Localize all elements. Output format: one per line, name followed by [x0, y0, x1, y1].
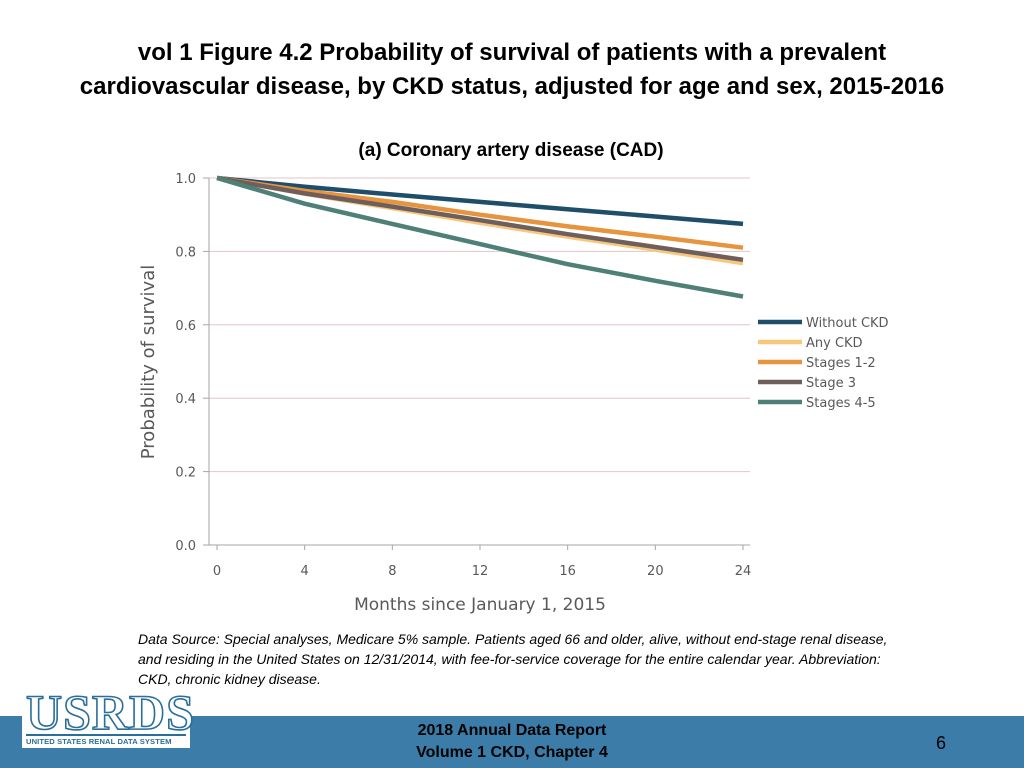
- page-number: 6: [936, 733, 947, 753]
- survival-chart: (a) Coronary artery disease (CAD) 0.0 0.2…: [138, 140, 889, 615]
- y-tick-label: 0.6: [175, 319, 196, 334]
- slide-title-line-1: vol 1 Figure 4.2 Probability of survival…: [137, 39, 887, 66]
- x-tick-label: 0: [213, 564, 221, 579]
- footer-report-title: 2018 Annual Data Report: [417, 722, 607, 739]
- footer-text: 2018 Annual Data Report Volume 1 CKD, Ch…: [0, 720, 1024, 764]
- series-line-4: [216, 175, 744, 299]
- y-tick-label: 1.0: [175, 172, 196, 187]
- x-tick-label: 20: [647, 564, 664, 579]
- y-tick-labels: 0.0 0.2 0.4 0.6 0.8 1.0: [175, 172, 196, 554]
- data-source-footnote: Data Source: Special analyses, Medicare …: [138, 631, 888, 687]
- legend-label: Stage 3: [806, 376, 856, 391]
- x-tick-label: 8: [388, 564, 396, 579]
- x-tick-label: 12: [472, 564, 489, 579]
- logo-wordmark: USRDS: [25, 684, 195, 740]
- series-line-3: [216, 175, 744, 263]
- legend-label: Without CKD: [806, 316, 889, 331]
- series-line-0: [216, 175, 744, 227]
- axes: [203, 177, 750, 550]
- legend-label: Stages 4-5: [806, 396, 876, 411]
- series-lines: [216, 175, 744, 299]
- y-tick-label: 0.0: [175, 539, 196, 554]
- footer-volume-chapter: Volume 1 CKD, Chapter 4: [416, 744, 608, 761]
- legend-label: Any CKD: [806, 336, 863, 351]
- chart-title: (a) Coronary artery disease (CAD): [358, 140, 663, 161]
- x-tick-label: 16: [559, 564, 576, 579]
- logo-tagline: UNITED STATES RENAL DATA SYSTEM: [26, 737, 172, 746]
- legend-label: Stages 1-2: [806, 356, 876, 371]
- logo-underline: [26, 734, 186, 736]
- y-axis-label: Probability of survival: [138, 265, 159, 459]
- y-tick-label: 0.2: [175, 466, 196, 481]
- x-axis-label: Months since January 1, 2015: [354, 595, 606, 615]
- y-tick-label: 0.4: [175, 392, 196, 407]
- y-tick-label: 0.8: [175, 245, 196, 260]
- x-tick-label: 4: [301, 564, 309, 579]
- legend: Without CKD Any CKD Stages 1-2 Stage 3 Stage…: [758, 316, 889, 411]
- slide-title: vol 1 Figure 4.2 Probability of survival…: [0, 36, 1024, 104]
- series-line-2: [216, 175, 744, 250]
- x-tick-labels: 0 4 8 12 16 20 24: [213, 564, 751, 579]
- usrds-logo: USRDS UNITED STATES RENAL DATA SYSTEM: [22, 685, 195, 748]
- x-tick-label: 24: [735, 564, 752, 579]
- slide-title-line-2: cardiovascular disease, by CKD status, a…: [79, 73, 945, 100]
